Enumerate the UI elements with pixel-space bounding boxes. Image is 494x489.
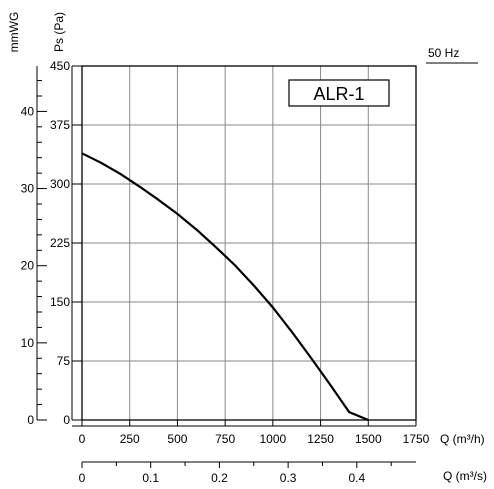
x-tick-label: 1000 (260, 432, 287, 446)
x-axis-label: Q (m³/h) (440, 432, 485, 446)
mmwg-tick-label: 40 (21, 104, 35, 118)
flow-m3h-axis: 0 250 500 750 1000 1250 1500 1750 (79, 420, 430, 446)
y-tick-label: 75 (57, 354, 71, 368)
frequency-label: 50 Hz (428, 46, 459, 60)
y-tick-label: 0 (63, 413, 70, 427)
pressure-axis: 0 75 150 225 300 375 450 (50, 59, 82, 427)
mmwg-tick-label: 10 (21, 336, 35, 350)
x-tick-label: 1250 (307, 432, 334, 446)
mmwg-axis-label: mmWG (7, 12, 21, 53)
grid (82, 66, 416, 420)
x-tick-label: 1500 (355, 432, 382, 446)
x-tick-label: 500 (167, 432, 187, 446)
pressure-axis-label: Ps (Pa) (52, 12, 66, 52)
y-tick-label: 450 (50, 59, 70, 73)
x2-axis-label: Q (m³/s) (443, 469, 487, 483)
x-tick-label: 750 (215, 432, 235, 446)
flow-m3s-axis: 0 0.1 0.2 0.3 0.4 (79, 462, 392, 485)
mmwg-axis: 0 10 20 30 40 (21, 80, 47, 427)
fan-curve-line (81, 152, 369, 422)
x2-tick-label: 0.3 (280, 471, 297, 485)
x2-tick-label: 0 (79, 471, 86, 485)
x2-tick-label: 0.1 (142, 471, 159, 485)
mmwg-tick-label: 20 (21, 259, 35, 273)
x-tick-label: 0 (79, 432, 86, 446)
y-tick-label: 300 (50, 177, 70, 191)
x2-tick-label: 0.4 (348, 471, 365, 485)
y-tick-label: 225 (50, 236, 70, 250)
y-tick-label: 150 (50, 295, 70, 309)
model-label-box (288, 79, 390, 107)
mmwg-tick-label: 30 (21, 182, 35, 196)
x-tick-label: 250 (120, 432, 140, 446)
x-tick-label: 1750 (403, 432, 430, 446)
x2-tick-label: 0.2 (211, 471, 228, 485)
y-tick-label: 375 (50, 118, 70, 132)
model-label: ALR-1 (313, 84, 364, 104)
mmwg-tick-label: 0 (27, 413, 34, 427)
